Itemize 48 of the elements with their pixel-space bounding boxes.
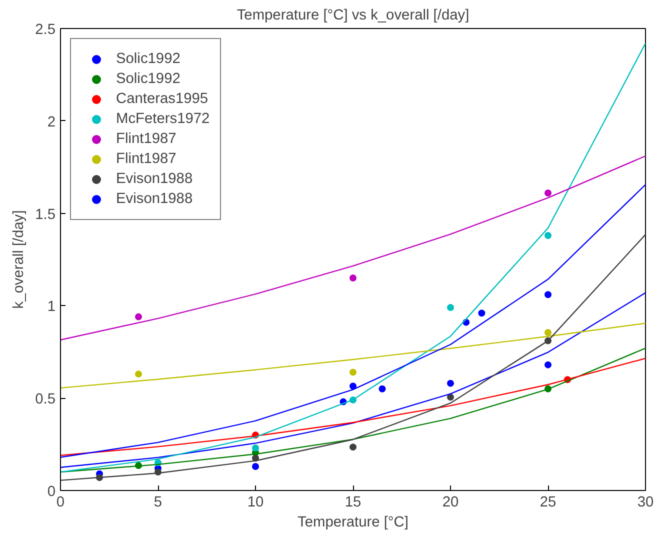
- line-series: [60, 322, 646, 389]
- point: [544, 189, 552, 196]
- x-tick-label: 30: [637, 494, 654, 510]
- legend-label: Evison1988: [116, 171, 193, 187]
- x-tick-label: 25: [540, 494, 556, 510]
- legend-label: Flint1987: [116, 151, 176, 167]
- point: [252, 444, 259, 452]
- point: [350, 368, 356, 376]
- point: [544, 329, 552, 336]
- point: [350, 274, 356, 282]
- y-tick-label: 0.5: [35, 392, 56, 408]
- point: [544, 232, 552, 239]
- x-tick-label: 20: [442, 494, 459, 510]
- legend-label: Evison1988: [116, 191, 193, 207]
- y-axis-title: k_overall [/day]: [11, 210, 28, 309]
- line-series: [60, 184, 646, 458]
- point: [447, 304, 454, 312]
- line-series: [60, 348, 646, 473]
- line-series: [60, 42, 646, 473]
- legend-label: Solic1992: [116, 71, 180, 87]
- y-tick-label: 1.5: [35, 206, 56, 223]
- point: [252, 462, 259, 470]
- point: [350, 382, 356, 390]
- point: [544, 291, 552, 298]
- chart-title: Temperature [°C] vs k_overall [/day]: [236, 8, 470, 24]
- point: [478, 310, 486, 317]
- y-tick-label: 1: [47, 299, 56, 316]
- point: [447, 394, 454, 401]
- point: [135, 313, 142, 320]
- point: [135, 370, 142, 378]
- legend-label: Flint1987: [116, 131, 176, 147]
- x-tick-label: 15: [344, 494, 362, 510]
- point: [350, 444, 356, 451]
- point: [447, 380, 454, 387]
- x-axis-title: Temperature [°C]: [298, 514, 408, 530]
- legend-label: Solic1992: [116, 51, 180, 67]
- x-tick-label: 10: [247, 494, 264, 510]
- x-tick-label: 5: [154, 494, 162, 510]
- line-series: [60, 292, 646, 468]
- line-series: [60, 234, 646, 481]
- point: [544, 361, 552, 368]
- legend-label: Canteras1995: [116, 91, 208, 107]
- y-tick-label: 0: [47, 484, 56, 500]
- y-tick-label: 2.5: [35, 22, 56, 38]
- line-series: [60, 358, 646, 456]
- point: [378, 385, 386, 392]
- y-tick-label: 2: [47, 114, 56, 130]
- legend-label: McFeters1972: [116, 111, 210, 127]
